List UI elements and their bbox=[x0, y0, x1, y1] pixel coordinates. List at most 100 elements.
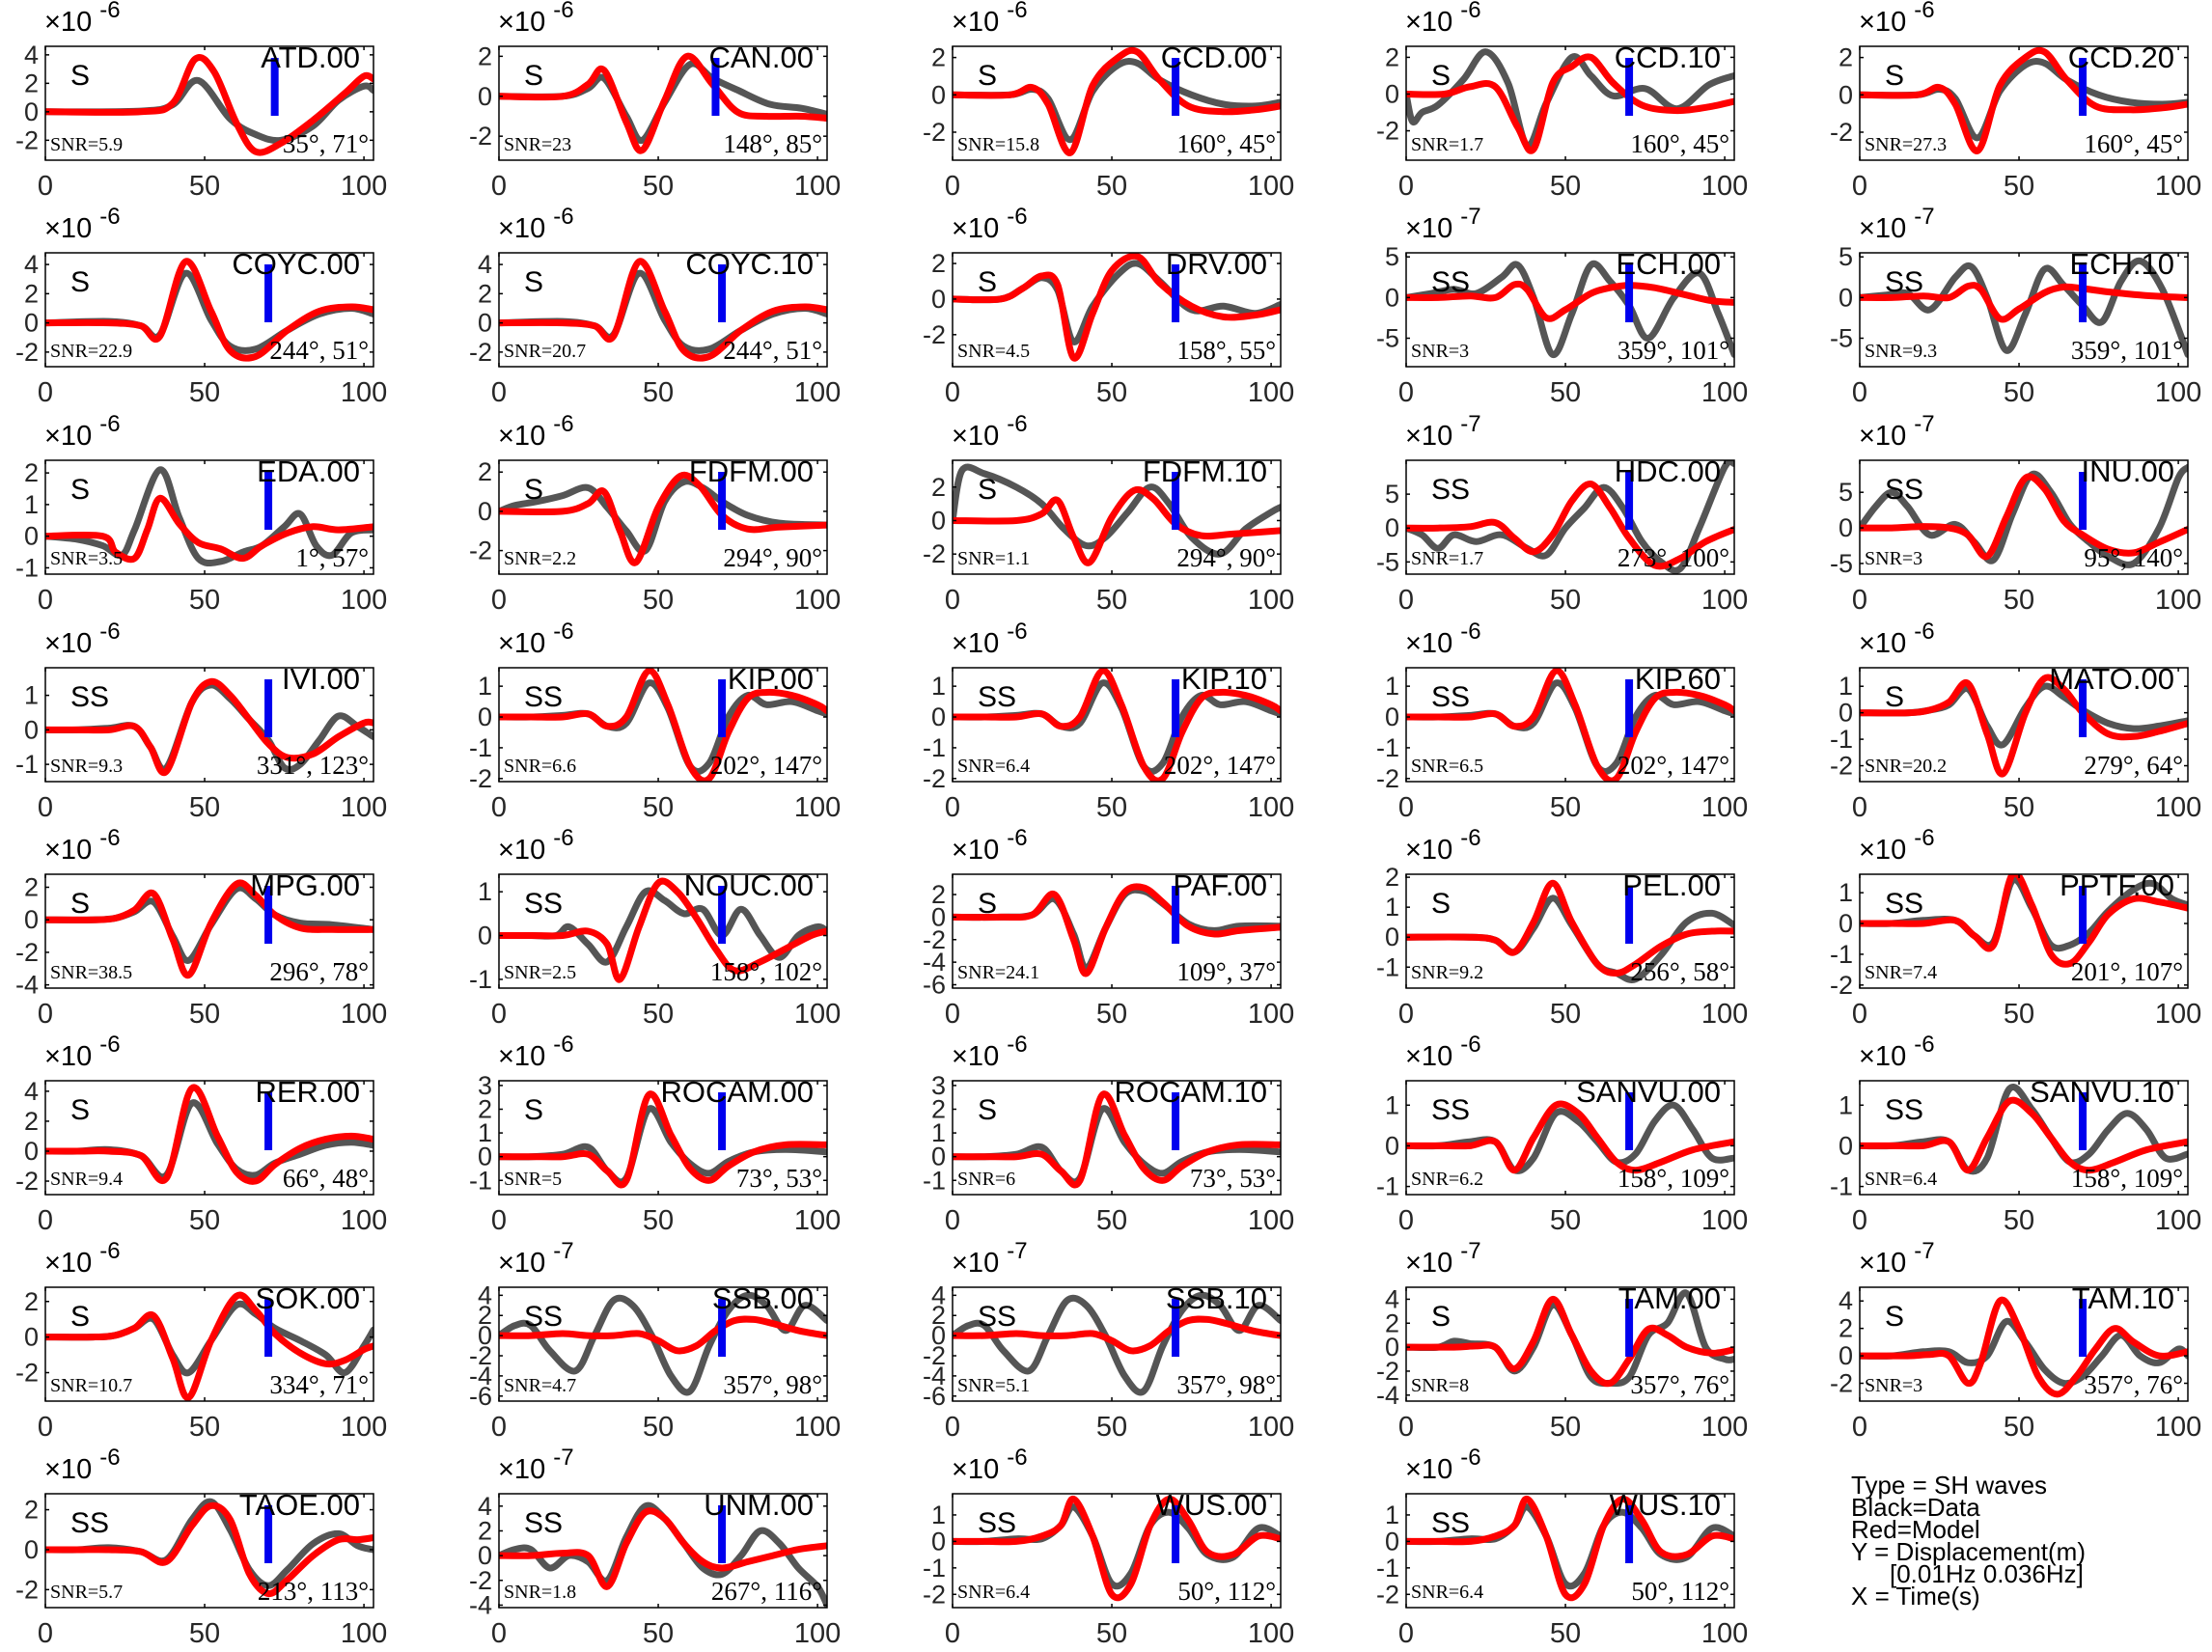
axes-box-pel-00 bbox=[1405, 873, 1735, 989]
angles-label: 202°, 147° bbox=[710, 751, 822, 780]
y-tick-label: -1 bbox=[1830, 940, 1853, 969]
exponent-label: ×10 -6 bbox=[1859, 0, 1935, 38]
y-tick-label: 0 bbox=[1385, 1131, 1399, 1160]
legend-line-xaxis: X = Time(s) bbox=[1851, 1582, 1980, 1611]
exponent-label: ×10 -7 bbox=[1405, 1238, 1481, 1279]
data-trace-ssb-10 bbox=[953, 1291, 1281, 1396]
station-label: TAM.00 bbox=[1618, 1281, 1721, 1315]
exponent-label: ×10 -6 bbox=[1405, 0, 1481, 38]
axes-box-fdfm-00 bbox=[498, 459, 828, 575]
x-tick-label: 50 bbox=[2004, 585, 2034, 616]
y-tick-label: -1 bbox=[469, 965, 492, 994]
y-tick-label: -2 bbox=[1376, 117, 1399, 146]
y-tick-label: 4 bbox=[478, 1492, 492, 1521]
y-tick-label: 0 bbox=[931, 1143, 946, 1171]
y-tick-label: 2 bbox=[1385, 42, 1399, 71]
x-tick-label: 0 bbox=[1852, 1412, 1867, 1443]
y-tick-label: -2 bbox=[469, 122, 492, 151]
phase-label: SS bbox=[1431, 266, 1470, 298]
model-trace-inu-00 bbox=[1860, 473, 2188, 561]
model-trace-ssb-10 bbox=[953, 1315, 1281, 1355]
station-label: CCD.00 bbox=[1161, 41, 1267, 74]
axes-box-inu-00 bbox=[1859, 459, 2189, 575]
axes-box-wus-10 bbox=[1405, 1493, 1735, 1609]
y-tick-label: -1 bbox=[923, 733, 946, 762]
x-tick-label: 100 bbox=[1248, 171, 1294, 202]
x-tick-label: 100 bbox=[794, 171, 841, 202]
x-tick-label: 0 bbox=[945, 1412, 960, 1443]
y-tick-label: 2 bbox=[1839, 43, 1853, 72]
y-tick-label: 2 bbox=[1385, 863, 1399, 892]
angles-label: 160°, 45° bbox=[1630, 129, 1729, 158]
panel-ivi-00: -1 0 1 0 50 100 ×10 -6 SS IVI.00 SNR=9.3 331°, 123° bbox=[15, 619, 387, 823]
x-tick-label: 0 bbox=[38, 1618, 53, 1649]
x-tick-label: 100 bbox=[2155, 171, 2201, 202]
phase-label: S bbox=[524, 266, 543, 298]
panel-sanvu-00: -1 0 1 0 50 100 ×10 -6 SS SANVU.00 SNR=6.2 158°, 10… bbox=[1376, 1032, 1748, 1236]
x-tick-label: 100 bbox=[2155, 999, 2201, 1030]
station-label: RER.00 bbox=[255, 1075, 360, 1109]
exponent-label: ×10 -6 bbox=[44, 411, 121, 452]
x-tick-label: 0 bbox=[38, 1205, 53, 1236]
phase-label: SS bbox=[524, 888, 563, 920]
x-tick-label: 100 bbox=[341, 377, 387, 408]
legend-line-data: Black=Data bbox=[1851, 1493, 1980, 1522]
x-tick-label: 50 bbox=[643, 1412, 674, 1443]
y-tick-label: 0 bbox=[1839, 80, 1853, 109]
x-tick-label: 0 bbox=[491, 1205, 507, 1236]
x-tick-label: 0 bbox=[945, 1205, 960, 1236]
x-tick-label: 50 bbox=[1096, 792, 1127, 823]
y-tick-label: -4 bbox=[469, 1362, 492, 1390]
x-tick-label: 50 bbox=[1096, 1618, 1127, 1649]
station-label: MPG.00 bbox=[250, 868, 360, 902]
model-trace-drv-00 bbox=[953, 253, 1281, 362]
legend-line-type: Type = SH waves bbox=[1851, 1471, 2048, 1500]
x-tick-label: 100 bbox=[1701, 999, 1748, 1030]
y-tick-label: -1 bbox=[15, 553, 39, 582]
angles-label: 50°, 112° bbox=[1177, 1577, 1276, 1606]
snr-label: SNR=2.5 bbox=[504, 962, 576, 983]
axes-box-ccd-10 bbox=[1405, 45, 1735, 161]
snr-label: SNR=8 bbox=[1411, 1375, 1469, 1396]
x-tick-label: 0 bbox=[38, 792, 53, 823]
y-tick-label: -4 bbox=[469, 1590, 492, 1619]
x-tick-label: 0 bbox=[945, 792, 960, 823]
exponent-label: ×10 -6 bbox=[952, 1032, 1028, 1072]
snr-label: SNR=6.4 bbox=[957, 1582, 1030, 1603]
phase-label: S bbox=[70, 888, 90, 920]
exponent-label: ×10 -7 bbox=[1859, 204, 1935, 244]
snr-label: SNR=6.2 bbox=[1411, 1169, 1483, 1190]
axes-box-can-00 bbox=[498, 45, 828, 161]
y-tick-label: 2 bbox=[931, 1301, 946, 1330]
y-tick-label: 1 bbox=[931, 1501, 946, 1529]
angles-label: 73°, 53° bbox=[1190, 1164, 1276, 1193]
phase-label: SS bbox=[1885, 1094, 1923, 1126]
exponent-label: ×10 -6 bbox=[1859, 825, 1935, 866]
axes-box-tam-00 bbox=[1405, 1286, 1735, 1402]
exponent-label: ×10 -6 bbox=[44, 1445, 121, 1485]
snr-label: SNR=20.7 bbox=[504, 341, 586, 362]
x-tick-label: 100 bbox=[1701, 1205, 1748, 1236]
phase-label: SS bbox=[524, 1507, 563, 1539]
axes-box-paf-00 bbox=[952, 873, 1282, 989]
y-tick-label: 0 bbox=[931, 80, 946, 109]
y-tick-label: 1 bbox=[1839, 1090, 1853, 1119]
x-tick-label: 0 bbox=[38, 999, 53, 1030]
y-tick-label: 4 bbox=[478, 1280, 492, 1309]
angles-label: 334°, 71° bbox=[269, 1370, 369, 1399]
axes-box-eda-00 bbox=[44, 459, 374, 575]
y-tick-label: -2 bbox=[923, 320, 946, 349]
y-tick-label: 2 bbox=[478, 279, 492, 308]
station-label: MATO.00 bbox=[2049, 662, 2174, 696]
exponent-label: ×10 -6 bbox=[498, 1032, 574, 1072]
axes-box-ech-10 bbox=[1859, 252, 2189, 368]
y-tick-label: 1 bbox=[24, 490, 39, 519]
model-trace-sanvu-10 bbox=[1860, 1096, 2188, 1174]
angles-label: 95°, 140° bbox=[2084, 543, 2183, 572]
y-tick-label: 5 bbox=[1839, 242, 1853, 271]
y-tick-label: 0 bbox=[1385, 702, 1399, 731]
